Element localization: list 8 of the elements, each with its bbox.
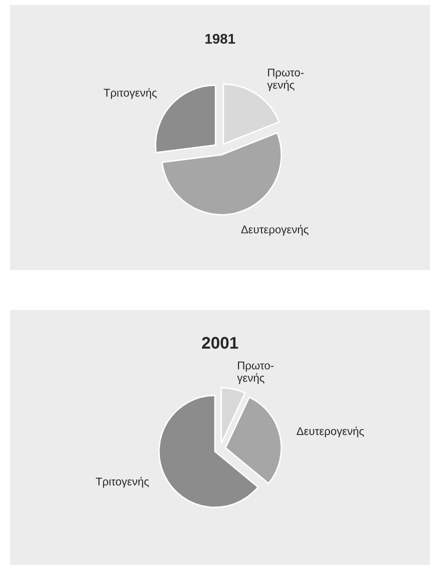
slice-label: Δευτερογενής — [241, 224, 308, 236]
slice-label: Πρωτο- γενής — [237, 362, 274, 384]
slice-label: Πρωτο- γενής — [267, 68, 304, 91]
chart-title: 2001 — [202, 336, 238, 349]
slice-label: Τριτογενής — [104, 88, 157, 99]
slice-label: Τριτογενής — [96, 477, 149, 488]
chart-title: 1981 — [205, 34, 236, 44]
slice-label: Δευτερογενής — [296, 426, 364, 438]
